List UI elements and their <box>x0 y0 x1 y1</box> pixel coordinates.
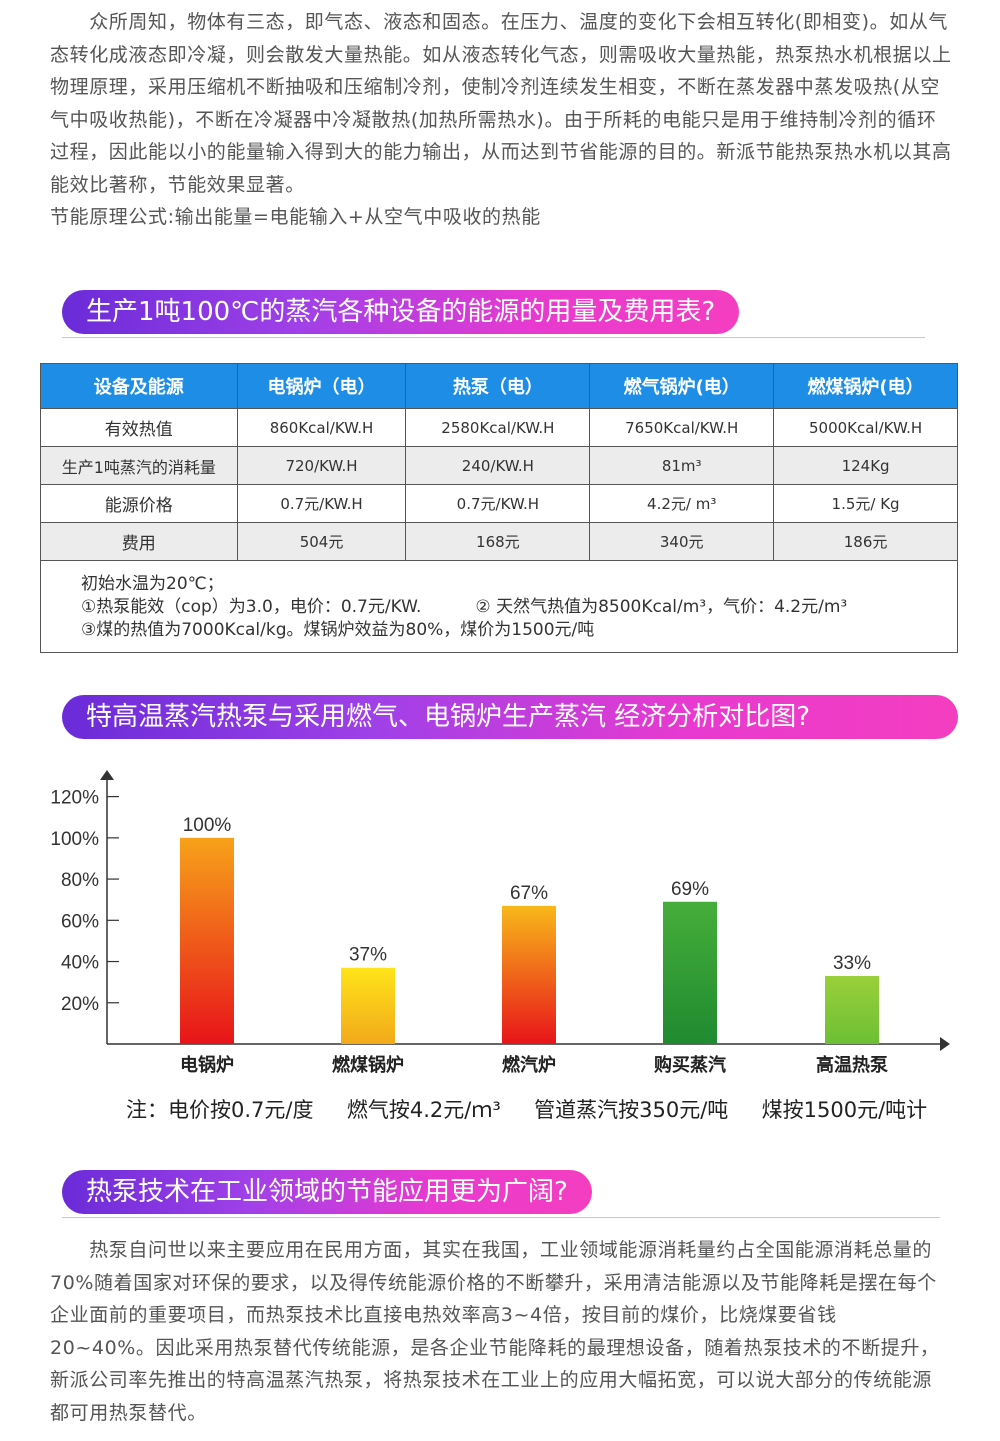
y-tick-label: 120% <box>50 788 99 809</box>
x-tick-label: 高温热泵 <box>816 1054 888 1076</box>
note-line: 初始水温为20℃； <box>81 574 224 594</box>
table-notes-row: 初始水温为20℃； ①热泵能效（cop）为3.0，电价：0.7元/KW. ② 天… <box>40 560 958 653</box>
table-cell: 504元 <box>236 522 407 561</box>
table-cell: 0.7元/KW.H <box>236 484 407 523</box>
row-label: 费用 <box>40 522 238 561</box>
note-line: ①热泵能效（cop）为3.0，电价：0.7元/KW. ② 天然气热值为8500K… <box>81 597 848 617</box>
closing-paragraph: 热泵自问世以来主要应用在民用方面，其实在我国，工业领域能源消耗量约占全国能源消耗… <box>50 1239 940 1424</box>
row-label: 有效热值 <box>40 408 238 447</box>
chart-footnote: 注：电价按0.7元/度 燃气按4.2元/ｍ³ 管道蒸汽按350元/吨 煤按150… <box>126 1098 928 1122</box>
table-row: 费用 504元 168元 340元 186元 <box>40 522 958 561</box>
table-cell: 860Kcal/KW.H <box>236 408 407 447</box>
table-cell: 4.2元/ m³ <box>589 484 775 523</box>
y-tick-label: 20% <box>61 994 99 1015</box>
row-label: 能源价格 <box>40 484 238 523</box>
data-label: 100% <box>183 815 232 836</box>
section-divider <box>62 1217 940 1218</box>
table-cell: 0.7元/KW.H <box>405 484 591 523</box>
header-cell: 设备及能源 <box>40 363 238 409</box>
y-axis-arrow <box>100 770 114 780</box>
x-tick-label: 燃汽炉 <box>502 1054 556 1076</box>
table-cell: 186元 <box>773 522 958 561</box>
table-cell: 720/KW.H <box>236 446 407 485</box>
section-title-chart: 特高温蒸汽热泵与采用燃气、电锅炉生产蒸汽 经济分析对比图? <box>62 695 958 739</box>
section-divider <box>62 337 925 338</box>
chart-bars: 100% 电锅炉 37% 燃煤锅炉 67% 燃汽炉 69% 购买蒸汽 33% 高温热泵 <box>180 815 888 1076</box>
table-notes: 初始水温为20℃； ①热泵能效（cop）为3.0，电价：0.7元/KW. ② 天… <box>40 560 958 653</box>
x-axis-arrow <box>940 1037 950 1051</box>
x-tick-label: 电锅炉 <box>180 1054 234 1076</box>
table-cell: 124Kg <box>773 446 958 485</box>
y-tick-label: 40% <box>61 953 99 974</box>
header-cell: 燃煤锅炉(电） <box>773 363 958 409</box>
bar <box>180 837 234 1044</box>
table-cell: 1.5元/ Kg <box>773 484 958 523</box>
data-label: 69% <box>671 879 709 900</box>
data-label: 37% <box>349 945 387 966</box>
table-row: 有效热值 860Kcal/KW.H 2580Kcal/KW.H 7650Kcal… <box>40 408 958 447</box>
intro-paragraph: 众所周知，物体有三态，即气态、液态和固态。在压力、温度的变化下会相互转化(即相变… <box>50 11 952 228</box>
header-cell: 热泵（电） <box>405 363 591 409</box>
y-tick-label: 80% <box>61 870 99 891</box>
section-title-industrial: 热泵技术在工业领域的节能应用更为广阔? <box>62 1170 592 1214</box>
data-label: 67% <box>510 883 548 904</box>
table-cell: 81m³ <box>589 446 775 485</box>
section-title-energy-table: 生产1吨100℃的蒸汽各种设备的能源的用量及费用表? <box>62 290 740 334</box>
x-tick-label: 燃煤锅炉 <box>332 1054 404 1076</box>
bar <box>663 901 717 1044</box>
x-tick-label: 购买蒸汽 <box>654 1054 726 1076</box>
header-cell: 燃气锅炉(电） <box>589 363 775 409</box>
table-row: 生产1吨蒸汽的消耗量 720/KW.H 240/KW.H 81m³ 124Kg <box>40 446 958 485</box>
table-cell: 2580Kcal/KW.H <box>405 408 591 447</box>
y-tick-label: 60% <box>61 911 99 932</box>
y-tick-label: 100% <box>50 829 99 850</box>
bar <box>341 967 395 1044</box>
bar <box>502 905 556 1044</box>
table-row: 能源价格 0.7元/KW.H 0.7元/KW.H 4.2元/ m³ 1.5元/ … <box>40 484 958 523</box>
table-cell: 340元 <box>589 522 775 561</box>
note-line: ③煤的热值为7000Kcal/kg。煤锅炉效益为80%，煤价为1500元/吨 <box>81 620 595 640</box>
data-label: 33% <box>833 953 871 974</box>
energy-cost-table: 设备及能源 电锅炉（电） 热泵（电） 燃气锅炉(电） 燃煤锅炉(电） 有效热值 … <box>40 363 958 653</box>
cost-comparison-chart: 20% 40% 60% 80% 100% 120% 100% 电锅炉 37% 燃煤锅炉 67% 燃汽… <box>50 770 950 1076</box>
row-label: 生产1吨蒸汽的消耗量 <box>40 446 238 485</box>
header-cell: 电锅炉（电） <box>236 363 407 409</box>
table-cell: 5000Kcal/KW.H <box>773 408 958 447</box>
table-cell: 240/KW.H <box>405 446 591 485</box>
table-cell: 168元 <box>405 522 591 561</box>
table-cell: 7650Kcal/KW.H <box>589 408 775 447</box>
bar <box>825 975 879 1044</box>
table-header-row: 设备及能源 电锅炉（电） 热泵（电） 燃气锅炉(电） 燃煤锅炉(电） <box>40 363 958 409</box>
